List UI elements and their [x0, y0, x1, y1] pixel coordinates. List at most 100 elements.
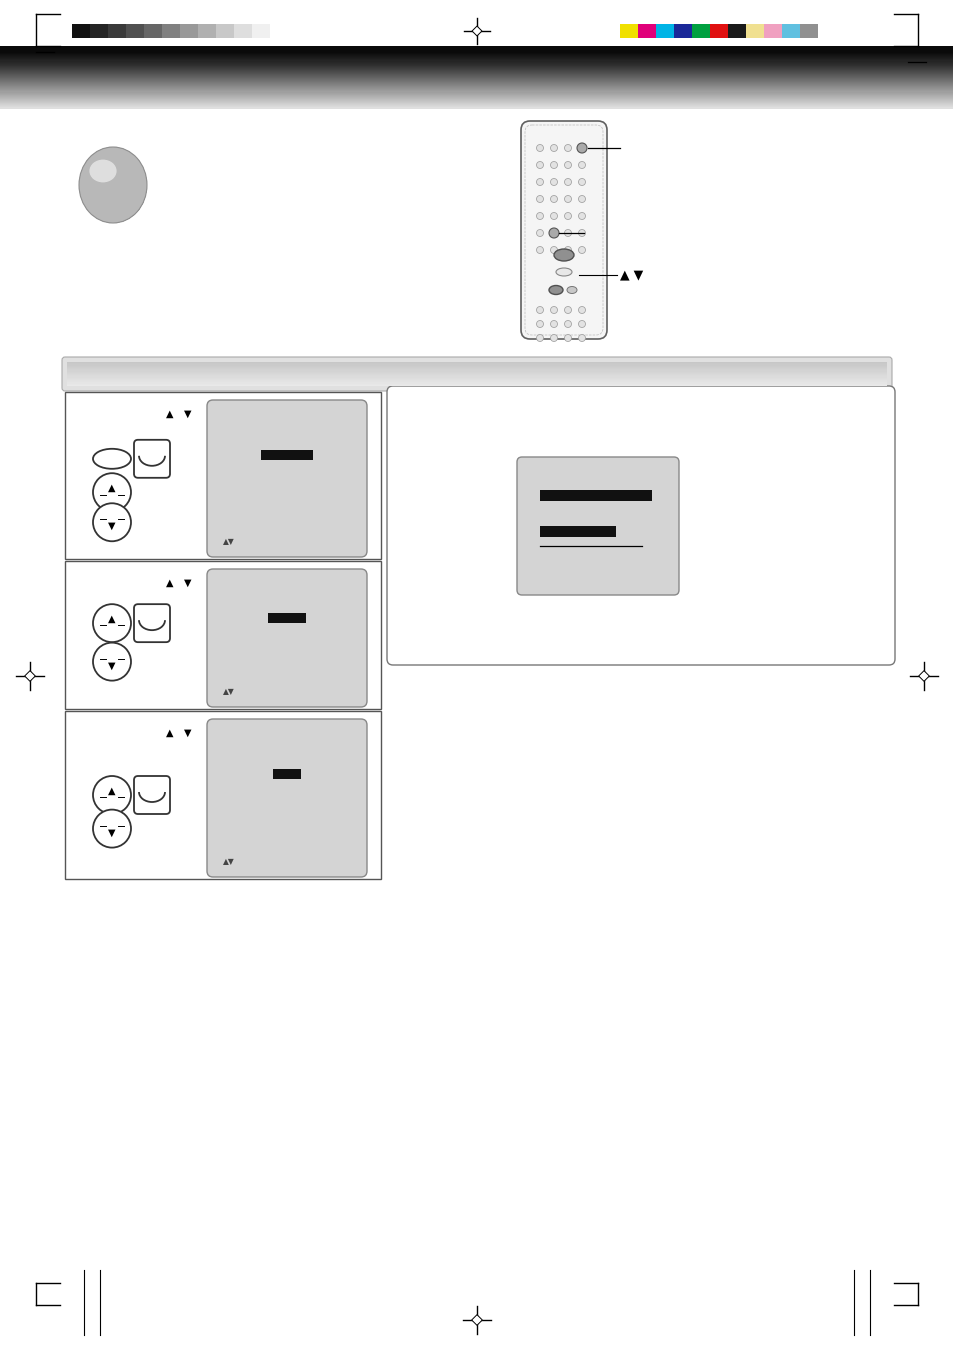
Bar: [67, 373, 886, 374]
Ellipse shape: [83, 151, 146, 222]
Ellipse shape: [548, 285, 562, 295]
FancyBboxPatch shape: [207, 569, 367, 707]
Bar: [0, 53, 953, 54]
Ellipse shape: [91, 158, 145, 219]
Bar: [673, 24, 691, 38]
Circle shape: [92, 473, 131, 511]
Text: ▼: ▼: [108, 661, 115, 670]
Bar: [67, 381, 886, 382]
Bar: [0, 72, 953, 74]
Ellipse shape: [92, 449, 131, 469]
Ellipse shape: [88, 157, 145, 220]
Bar: [656, 24, 673, 38]
Ellipse shape: [92, 161, 145, 219]
Bar: [0, 62, 953, 65]
Circle shape: [550, 212, 557, 219]
Polygon shape: [472, 26, 481, 36]
Circle shape: [577, 143, 586, 153]
Ellipse shape: [81, 150, 147, 222]
Text: ▼: ▼: [108, 521, 115, 531]
Bar: [270, 24, 288, 38]
Bar: [0, 74, 953, 77]
Text: ▲: ▲: [166, 728, 173, 738]
Circle shape: [564, 178, 571, 185]
Bar: [0, 91, 953, 92]
Text: ▲: ▲: [166, 409, 173, 419]
Ellipse shape: [86, 154, 146, 222]
Bar: [0, 80, 953, 82]
Ellipse shape: [91, 158, 145, 219]
Circle shape: [548, 228, 558, 238]
Ellipse shape: [85, 153, 146, 222]
Text: ▲: ▲: [108, 615, 115, 624]
Bar: [0, 74, 953, 76]
Bar: [539, 490, 651, 501]
Bar: [67, 380, 886, 382]
Ellipse shape: [91, 159, 145, 219]
Ellipse shape: [80, 149, 147, 223]
Bar: [0, 88, 953, 91]
Bar: [261, 450, 313, 459]
Circle shape: [578, 320, 585, 327]
Bar: [745, 24, 763, 38]
Ellipse shape: [89, 157, 145, 220]
Bar: [0, 47, 953, 49]
Bar: [0, 96, 953, 97]
Polygon shape: [471, 1315, 482, 1325]
Text: ▲▼: ▲▼: [223, 688, 234, 697]
Bar: [108, 24, 126, 38]
Bar: [67, 372, 886, 373]
Text: ▼: ▼: [184, 409, 192, 419]
Circle shape: [564, 162, 571, 169]
Ellipse shape: [92, 161, 145, 219]
Ellipse shape: [84, 153, 146, 222]
Bar: [65, 392, 380, 559]
Bar: [0, 101, 953, 103]
Bar: [67, 362, 886, 363]
Bar: [0, 86, 953, 88]
Bar: [0, 55, 953, 57]
Circle shape: [92, 775, 131, 815]
Circle shape: [536, 212, 543, 219]
FancyBboxPatch shape: [207, 719, 367, 877]
Ellipse shape: [91, 159, 145, 219]
Circle shape: [536, 230, 543, 236]
Bar: [162, 24, 180, 38]
Bar: [65, 711, 380, 880]
Bar: [268, 613, 306, 623]
Bar: [100, 624, 124, 628]
Ellipse shape: [88, 155, 146, 220]
Bar: [215, 24, 233, 38]
Circle shape: [536, 196, 543, 203]
Circle shape: [536, 246, 543, 254]
Bar: [0, 0, 953, 46]
Text: ▲: ▲: [108, 484, 115, 493]
Bar: [0, 61, 953, 62]
Circle shape: [578, 178, 585, 185]
Text: ▼: ▼: [184, 728, 192, 738]
Circle shape: [550, 145, 557, 151]
Circle shape: [564, 307, 571, 313]
Bar: [709, 24, 727, 38]
Ellipse shape: [93, 161, 145, 219]
Ellipse shape: [90, 159, 116, 182]
Ellipse shape: [87, 154, 146, 220]
Circle shape: [92, 809, 131, 847]
Bar: [0, 92, 953, 93]
Bar: [67, 376, 886, 377]
Bar: [71, 24, 90, 38]
Circle shape: [578, 307, 585, 313]
Bar: [233, 24, 252, 38]
Bar: [0, 85, 953, 86]
Bar: [0, 84, 953, 85]
FancyBboxPatch shape: [133, 440, 170, 478]
Bar: [0, 100, 953, 101]
Bar: [0, 66, 953, 68]
Bar: [139, 780, 165, 792]
Bar: [0, 69, 953, 70]
Bar: [126, 24, 144, 38]
Ellipse shape: [81, 149, 147, 223]
Bar: [0, 103, 953, 104]
Bar: [67, 377, 886, 380]
Ellipse shape: [79, 147, 147, 223]
